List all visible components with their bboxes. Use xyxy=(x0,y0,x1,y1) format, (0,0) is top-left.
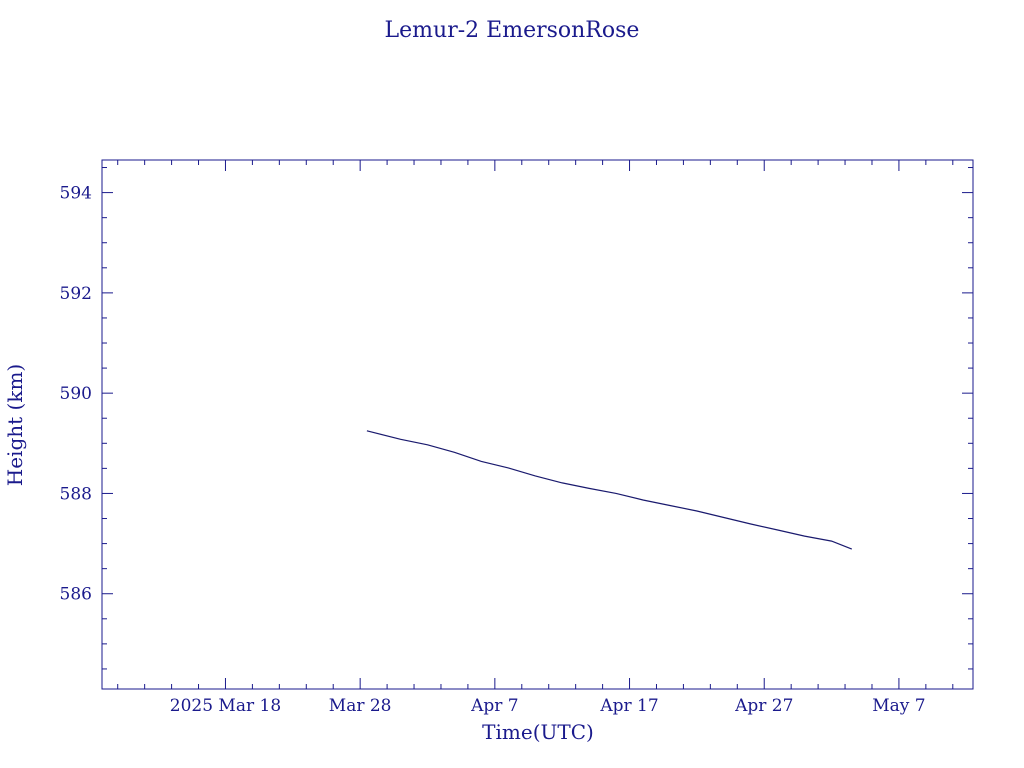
plot-border xyxy=(101,159,974,690)
series-line xyxy=(366,430,853,550)
y-tick-label: 586 xyxy=(60,585,92,605)
x-tick-label: Mar 28 xyxy=(329,696,392,716)
y-tick-label: 588 xyxy=(60,484,92,504)
x-tick-label: 2025 Mar 18 xyxy=(170,696,281,716)
y-axis-label: Height (km) xyxy=(3,364,27,486)
plot-frame xyxy=(101,159,974,690)
x-axis-label: Time(UTC) xyxy=(482,720,594,744)
x-tick-label: Apr 27 xyxy=(734,696,793,716)
chart-title: Lemur-2 EmersonRose xyxy=(385,18,640,43)
series-group xyxy=(366,430,853,550)
x-axis: 2025 Mar 18 Mar 28 Apr 7 Apr 17 Apr 27 May 7 xyxy=(117,160,954,716)
x-tick-label: May 7 xyxy=(872,696,925,716)
y-tick-label: 594 xyxy=(60,184,92,204)
y-axis: 586 588 590 592 594 xyxy=(60,167,973,670)
y-tick-label: 590 xyxy=(60,384,92,404)
x-tick-label: Apr 17 xyxy=(599,696,658,716)
y-tick-label: 592 xyxy=(60,284,92,304)
x-tick-label: Apr 7 xyxy=(470,696,519,716)
